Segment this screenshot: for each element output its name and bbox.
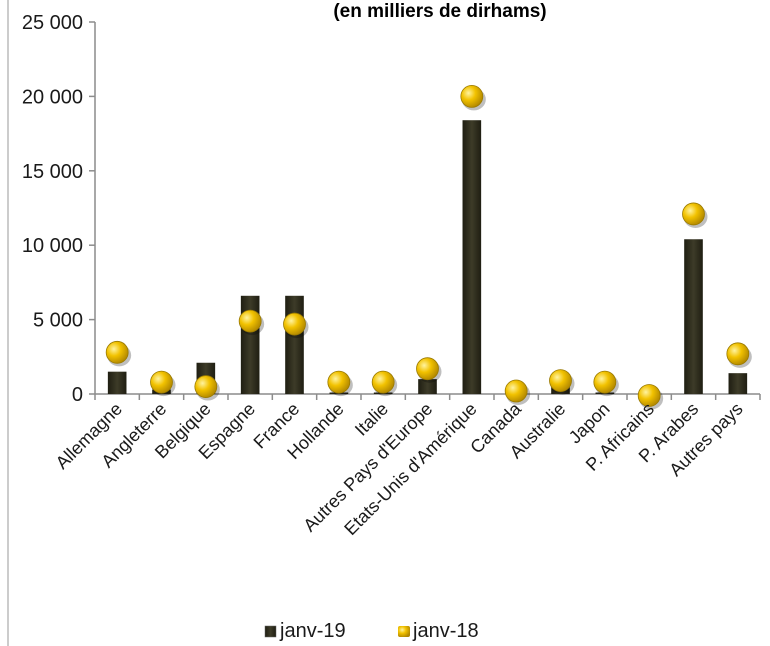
legend-item: janv-18: [398, 620, 479, 642]
marker-janv-18: [283, 312, 306, 336]
legend-label: janv-19: [279, 620, 346, 642]
y-tick-label: 15 000: [22, 161, 83, 183]
marker-janv-18: [460, 85, 484, 108]
y-tick-label: 5 000: [33, 310, 83, 332]
marker-janv-18: [549, 369, 572, 393]
y-tick-label: 10 000: [22, 235, 83, 257]
y-tick-label: 25 000: [22, 12, 83, 34]
marker-janv-18: [637, 384, 661, 407]
marker-janv-18: [194, 375, 218, 398]
marker-janv-18: [504, 379, 528, 403]
marker-janv-18: [593, 370, 617, 394]
x-category-label: Italie: [351, 399, 392, 440]
bar-janv-19: [728, 373, 748, 394]
marker-janv-18: [105, 340, 129, 364]
marker-janv-18: [416, 357, 439, 381]
chart-title: (en milliers de dirhams): [333, 1, 546, 22]
bar-janv-19: [285, 295, 304, 394]
bar-janv-19: [418, 379, 437, 394]
marker-janv-18: [371, 370, 395, 394]
legend-label: janv-18: [412, 620, 479, 642]
bar-janv-19: [107, 371, 127, 394]
marker-janv-18: [682, 202, 705, 226]
marker-janv-18: [238, 309, 262, 333]
bar-janv-19: [684, 239, 703, 394]
y-tick-label: 0: [72, 384, 83, 406]
bar-janv-19: [462, 120, 482, 394]
marker-janv-18: [327, 370, 351, 394]
marker-janv-18: [150, 370, 173, 394]
legend-swatch-marker: [398, 626, 410, 637]
legend-item: janv-19: [264, 620, 346, 642]
legend-swatch-bar: [264, 625, 277, 638]
marker-janv-18: [726, 342, 750, 366]
y-tick-label: 20 000: [22, 86, 83, 108]
